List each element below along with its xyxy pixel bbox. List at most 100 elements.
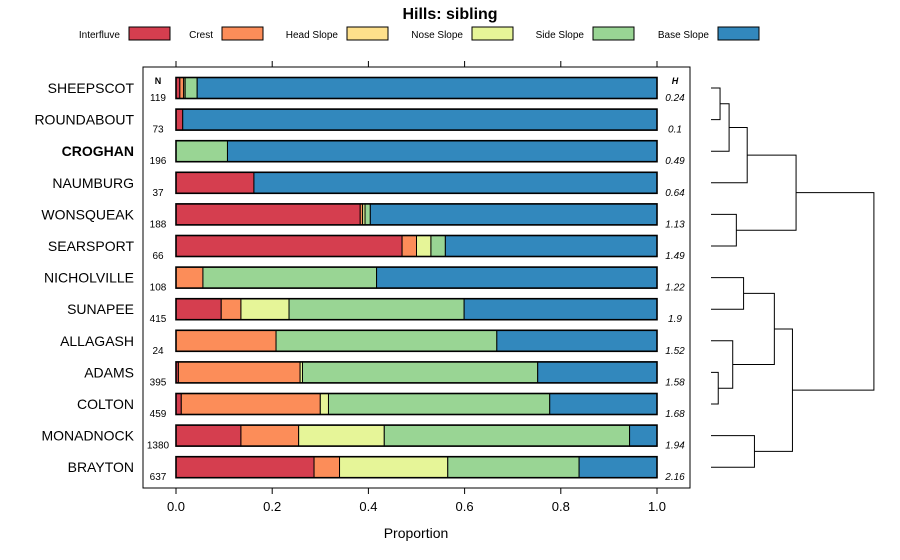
bar-naumburg-base-slope [253,171,658,194]
bar-outline-croghan [175,139,658,163]
n-value-roundabout: 73 [152,125,164,136]
bar-brayton-side-slope [447,456,580,479]
h-value-roundabout: 0.1 [668,125,682,136]
bar-outline-brayton [175,455,658,479]
row-label-wonsqueak: WONSQUEAK [41,206,134,222]
bar-croghan-side-slope [175,140,228,163]
bar-sheepscot-side-slope [184,77,198,99]
row-label-croghan: CROGHAN [62,143,134,159]
legend-label-nose-slope: Nose Slope [411,30,463,41]
n-value-sheepscot: 119 [150,93,166,104]
bar-searsport-side-slope [430,235,446,257]
dendrogram-link [711,213,737,247]
bar-searsport-interfluve [175,235,403,257]
bars-group [175,76,658,479]
bar-outline-roundabout [175,108,658,131]
h-value-colton: 1.68 [665,409,685,420]
bar-brayton-interfluve [175,456,315,479]
bar-monadnock-interfluve [175,424,242,447]
bar-outline-nicholville [175,266,658,289]
legend-swatch-interfluve [128,26,171,41]
dendrogram-link [754,328,793,452]
dendrogram-link [711,277,745,310]
bar-searsport-crest [401,235,418,257]
h-value-naumburg: 0.64 [665,188,685,199]
row-label-sunapee: SUNAPEE [67,301,134,317]
dendrogram-link [732,292,775,365]
bar-wonsqueak-interfluve [175,203,361,226]
legend-swatch-base-slope [717,26,760,41]
legend: Interfluve Crest Head Slope Nose Slope Side … [79,26,760,41]
x-tick-label: 0.0 [167,499,185,514]
n-value-allagash: 24 [152,346,164,357]
n-value-sunapee: 415 [150,314,167,325]
bar-roundabout-base-slope [182,108,658,131]
bar-monadnock-crest [240,424,300,447]
bar-nicholville-side-slope [202,266,378,289]
bar-outline-sunapee [175,297,658,321]
row-label-colton: COLTON [77,396,134,412]
plot-frame [142,66,691,489]
bar-adams-side-slope [302,361,539,384]
dendrogram-link [711,340,734,389]
bar-monadnock-base-slope [629,424,658,447]
x-tick-label: 0.4 [359,499,377,514]
bar-searsport-base-slope [444,235,658,257]
dendrogram-link [711,87,721,121]
x-axis-label: Proportion [384,525,449,541]
h-value-monadnock: 1.94 [665,441,685,452]
h-value-sheepscot: 0.24 [665,93,685,104]
row-label-roundabout: ROUNDABOUT [34,112,134,128]
dendrogram-link [711,435,755,468]
legend-swatch-nose-slope [471,26,514,41]
bar-outline-colton [175,392,658,416]
h-value-brayton: 2.16 [664,472,685,483]
bar-monadnock-nose-slope [298,424,385,447]
legend-label-head-slope: Head Slope [286,30,339,41]
n-value-croghan: 196 [150,156,167,167]
h-value-wonsqueak: 1.13 [665,219,685,230]
n-value-monadnock: 1380 [147,441,170,452]
bar-outline-searsport [175,234,658,258]
row-label-allagash: ALLAGASH [60,333,134,349]
bar-brayton-base-slope [578,456,658,479]
h-value-allagash: 1.52 [665,346,685,357]
x-axis: 0.0 0.2 0.4 0.6 0.8 1.0 [167,61,666,514]
h-column-header: H [672,76,679,86]
row-label-nicholville: NICHOLVILLE [44,270,134,286]
n-value-nicholville: 108 [150,283,167,294]
row-label-sheepscot: SHEEPSCOT [48,80,135,96]
bar-outline-allagash [175,329,658,353]
n-value-adams: 395 [150,377,167,388]
n-value-colton: 459 [150,409,167,420]
bar-sunapee-base-slope [463,298,658,321]
bar-adams-crest [177,361,301,384]
bar-wonsqueak-side-slope [364,203,371,226]
legend-swatch-crest [221,26,264,41]
h-value-croghan: 0.49 [665,156,685,167]
h-value-adams: 1.58 [665,377,685,388]
legend-swatch-head-slope [346,26,389,41]
bar-colton-nose-slope [319,393,329,415]
bar-outline-sheepscot [175,76,658,100]
bar-sunapee-crest [220,298,242,321]
bar-allagash-crest [175,329,277,352]
x-tick-label: 0.2 [263,499,281,514]
bar-outline-adams [175,361,658,384]
h-value-sunapee: 1.9 [668,314,682,325]
bar-wonsqueak-base-slope [369,203,658,226]
bar-naumburg-interfluve [175,171,255,194]
dendrogram-link [736,154,797,231]
dendrogram [711,87,875,468]
bar-sheepscot-crest [179,77,185,99]
row-label-monadnock: MONADNOCK [41,428,134,444]
n-value-brayton: 637 [150,472,167,483]
x-tick-label: 1.0 [648,499,666,514]
row-label-naumburg: NAUMBURG [52,175,134,191]
bar-nicholville-base-slope [376,266,658,289]
bar-sunapee-side-slope [288,298,465,321]
h-value-searsport: 1.49 [665,251,685,262]
chart-title: Hills: sibling [402,6,497,23]
dendrogram-link [792,192,875,391]
legend-label-side-slope: Side Slope [536,30,585,41]
